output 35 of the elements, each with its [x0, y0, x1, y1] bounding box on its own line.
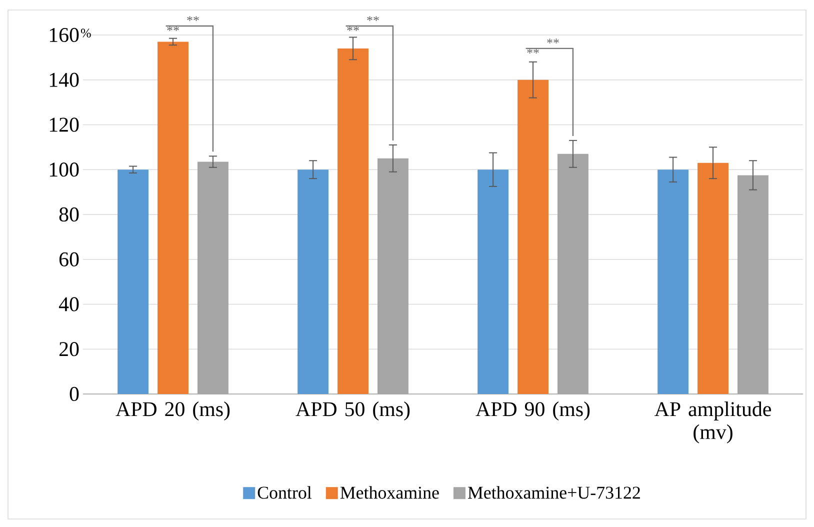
bar [478, 170, 509, 394]
bar [518, 80, 548, 394]
y-tick-label: 100 [50, 162, 79, 177]
legend-label: Methoxamine+U-73122 [468, 486, 640, 499]
y-tick-label: 40 [58, 297, 79, 312]
annotation: ** [347, 26, 359, 32]
bar [298, 170, 329, 394]
x-tick-label: AP amplitude (mv) [654, 402, 771, 444]
y-tick-label: 160 [50, 28, 79, 42]
y-axis-title: % [80, 28, 91, 38]
y-tick-label: 20 [59, 342, 79, 356]
bar [377, 158, 408, 394]
annotation: ** [547, 38, 559, 44]
bar [338, 48, 368, 394]
y-tick-label: 120 [50, 118, 79, 132]
x-tick-label: APD 20 (ms) [116, 402, 230, 420]
y-tick-label: 80 [59, 207, 79, 222]
bar [698, 162, 728, 394]
text: ** [367, 16, 379, 21]
bar [658, 170, 689, 394]
bar [118, 170, 149, 394]
bar [737, 175, 768, 394]
x-tick-label: APD 90 (ms) [476, 402, 590, 420]
bar [557, 154, 588, 394]
legend-label: Methoxamine [340, 486, 439, 499]
y-tick-label: 140 [50, 72, 79, 87]
y-tick-label: 60 [59, 252, 79, 266]
annotation: ** [167, 26, 179, 32]
text: ** [187, 16, 199, 21]
y-tick-label: 0 [70, 386, 79, 402]
legend-label: Control [258, 486, 312, 499]
bar [158, 42, 188, 394]
annotation: ** [527, 48, 539, 54]
x-tick-label: APD 50 (ms) [296, 402, 410, 420]
bar [197, 162, 228, 394]
